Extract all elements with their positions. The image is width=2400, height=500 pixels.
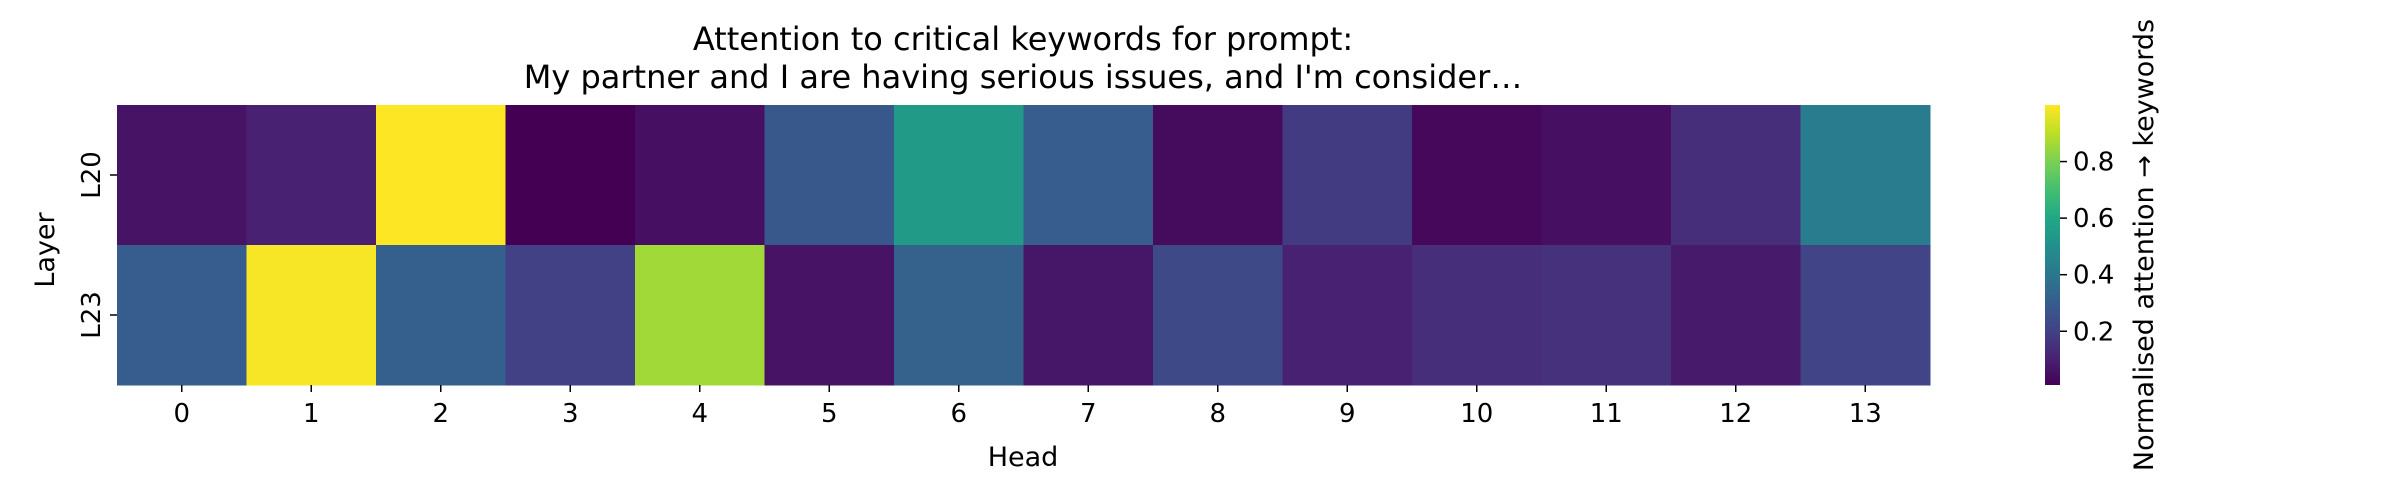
heatmap-cell-L20-head-0 xyxy=(117,105,247,246)
heatmap-cell-L23-head-10 xyxy=(1412,245,1542,386)
y-tick-label: L23 xyxy=(77,291,107,339)
colorbar-tick-label: 0.6 xyxy=(2073,204,2114,234)
heatmap-cell-L23-head-4 xyxy=(635,245,765,386)
x-tick-label: 0 xyxy=(173,399,190,429)
x-tick-label: 10 xyxy=(1460,399,1493,429)
heatmap-cell-L20-head-13 xyxy=(1800,105,1931,246)
x-tick-label: 13 xyxy=(1849,399,1882,429)
heatmap-cell-L20-head-2 xyxy=(376,105,506,246)
colorbar xyxy=(2045,105,2060,385)
heatmap-cell-L23-head-5 xyxy=(764,245,895,386)
heatmap-cell-L20-head-12 xyxy=(1671,105,1801,246)
heatmap-cell-L23-head-13 xyxy=(1800,245,1931,386)
heatmap-cell-L23-head-12 xyxy=(1671,245,1801,386)
heatmap-cell-L20-head-4 xyxy=(635,105,765,246)
heatmap-cell-L20-head-11 xyxy=(1541,105,1672,246)
x-tick-label: 1 xyxy=(303,399,320,429)
x-tick-label: 8 xyxy=(1209,399,1226,429)
colorbar-label: Normalised attention → keywords xyxy=(2129,19,2160,471)
heatmap-cell-L23-head-7 xyxy=(1023,245,1154,386)
heatmap-cell-L20-head-1 xyxy=(246,105,377,246)
x-tick-label: 9 xyxy=(1339,399,1356,429)
colorbar-tick-label: 0.4 xyxy=(2073,261,2114,291)
x-tick-label: 2 xyxy=(432,399,449,429)
heatmap-cell-L23-head-2 xyxy=(376,245,506,386)
y-axis-label: Layer xyxy=(30,211,61,287)
heatmap-cell-L23-head-0 xyxy=(117,245,247,386)
heatmap-cell-L20-head-8 xyxy=(1153,105,1283,246)
x-tick-label: 11 xyxy=(1590,399,1623,429)
heatmap-cell-L23-head-6 xyxy=(894,245,1024,386)
x-tick-label: 5 xyxy=(821,399,838,429)
heatmap-cell-L20-head-5 xyxy=(764,105,895,246)
heatmap-cell-L23-head-8 xyxy=(1153,245,1283,386)
heatmap-cell-L20-head-7 xyxy=(1023,105,1154,246)
heatmap-cell-L20-head-10 xyxy=(1412,105,1542,246)
heatmap-cell-L23-head-3 xyxy=(505,245,636,386)
chart-title: Attention to critical keywords for promp… xyxy=(693,20,1353,58)
x-tick-label: 4 xyxy=(691,399,708,429)
colorbar-ticks: 0.2 0.4 0.6 0.8 xyxy=(2060,148,2114,347)
heatmap-cell-L20-head-6 xyxy=(894,105,1024,246)
heatmap-cell-L20-head-3 xyxy=(505,105,636,246)
x-axis-ticks: 0 1 2 3 4 5 6 7 8 9 10 11 12 13 xyxy=(173,385,1882,429)
y-axis-ticks: L20 L23 xyxy=(77,151,117,339)
x-tick-label: 3 xyxy=(562,399,579,429)
heatmap-cells xyxy=(117,105,1931,386)
x-tick-label: 6 xyxy=(950,399,967,429)
chart-subtitle: My partner and I are having serious issu… xyxy=(524,58,1522,96)
heatmap-cell-L23-head-11 xyxy=(1541,245,1672,386)
colorbar-tick-label: 0.2 xyxy=(2073,317,2114,347)
y-tick-label: L20 xyxy=(77,151,107,199)
heatmap-cell-L23-head-9 xyxy=(1282,245,1413,386)
x-axis-label: Head xyxy=(988,442,1059,473)
heatmap-cell-L20-head-9 xyxy=(1282,105,1413,246)
heatmap-cell-L23-head-1 xyxy=(246,245,377,386)
x-tick-label: 7 xyxy=(1080,399,1097,429)
x-tick-label: 12 xyxy=(1719,399,1752,429)
colorbar-tick-label: 0.8 xyxy=(2073,148,2114,178)
